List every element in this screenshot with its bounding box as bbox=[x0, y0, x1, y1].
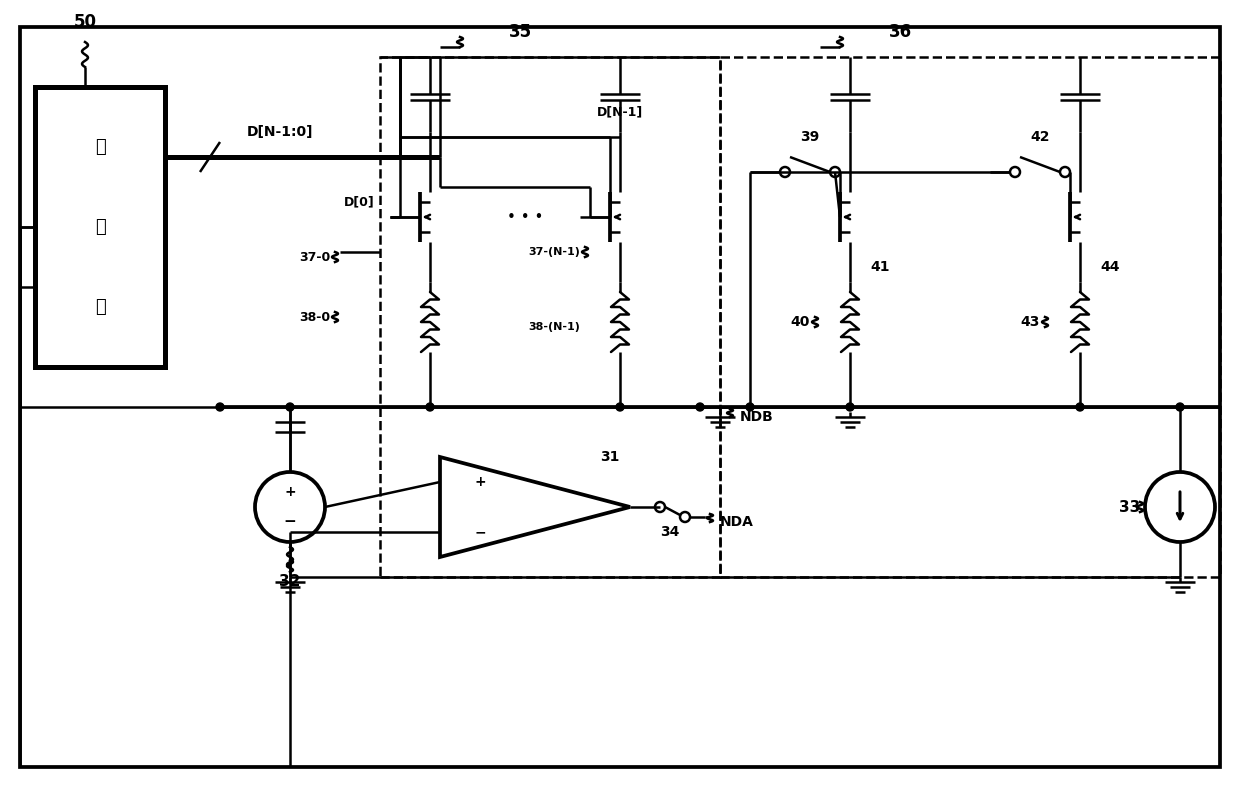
Text: NDA: NDA bbox=[720, 515, 754, 529]
Text: +: + bbox=[474, 475, 486, 489]
Circle shape bbox=[216, 403, 224, 411]
Text: 制: 制 bbox=[94, 218, 105, 236]
Text: −: − bbox=[284, 515, 296, 530]
Bar bbox=[379, 57, 720, 577]
Text: 33: 33 bbox=[1120, 500, 1141, 515]
Text: 控: 控 bbox=[94, 138, 105, 156]
Circle shape bbox=[1176, 403, 1184, 411]
Circle shape bbox=[616, 403, 624, 411]
Text: 37-(N-1): 37-(N-1) bbox=[528, 247, 580, 257]
Text: 37-0: 37-0 bbox=[299, 250, 330, 264]
Text: 40: 40 bbox=[791, 315, 810, 329]
Text: +: + bbox=[284, 485, 296, 499]
Text: • • •: • • • bbox=[507, 209, 543, 224]
Text: 部: 部 bbox=[94, 298, 105, 316]
Text: NDB: NDB bbox=[740, 410, 774, 424]
Text: 31: 31 bbox=[600, 450, 620, 464]
Text: −: − bbox=[474, 525, 486, 539]
Text: 43: 43 bbox=[1021, 315, 1040, 329]
Circle shape bbox=[1076, 403, 1084, 411]
Text: 35: 35 bbox=[508, 23, 532, 41]
Text: 38-(N-1): 38-(N-1) bbox=[528, 322, 580, 332]
Text: 38-0: 38-0 bbox=[299, 311, 330, 323]
Text: 39: 39 bbox=[800, 130, 820, 144]
Text: D[0]: D[0] bbox=[345, 195, 374, 209]
Circle shape bbox=[286, 403, 294, 411]
Text: 42: 42 bbox=[1030, 130, 1050, 144]
Text: D[N-1:0]: D[N-1:0] bbox=[247, 125, 314, 139]
Text: 41: 41 bbox=[870, 260, 889, 274]
Circle shape bbox=[696, 403, 704, 411]
Text: 36: 36 bbox=[888, 23, 911, 41]
Circle shape bbox=[746, 403, 754, 411]
Text: 44: 44 bbox=[1100, 260, 1120, 274]
Bar bbox=[720, 57, 1220, 577]
Text: 32: 32 bbox=[279, 575, 300, 589]
Text: 34: 34 bbox=[661, 525, 680, 539]
Text: D[N-1]: D[N-1] bbox=[596, 105, 644, 119]
Text: 50: 50 bbox=[73, 13, 97, 31]
Bar bbox=[35, 87, 165, 367]
Circle shape bbox=[427, 403, 434, 411]
Circle shape bbox=[846, 403, 854, 411]
